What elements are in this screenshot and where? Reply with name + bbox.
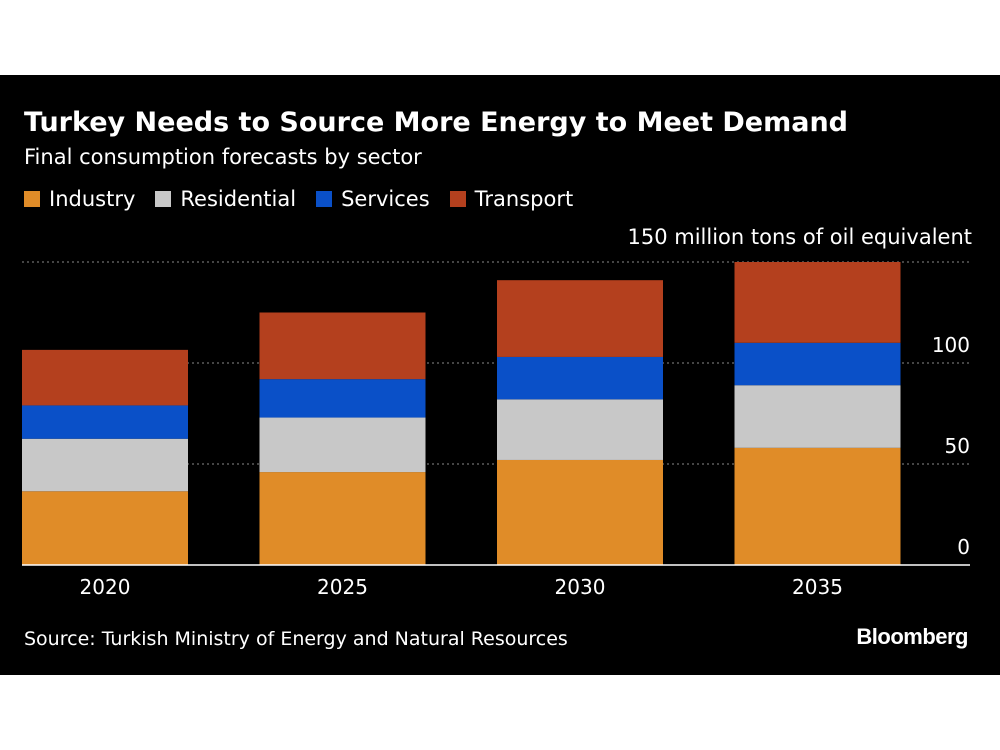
bar-2030-transport xyxy=(497,280,663,357)
legend-label-transport: Transport xyxy=(474,187,574,211)
bar-2025-transport xyxy=(259,312,426,380)
bar-2025-industry xyxy=(259,472,426,565)
x-tick-label-2030: 2030 xyxy=(555,575,606,599)
legend-label-services: Services xyxy=(341,187,430,211)
y-tick-label-100: 100 xyxy=(932,333,970,357)
chart-legend: Industry Residential Services Transport xyxy=(24,187,593,211)
bloomberg-logo: Bloomberg xyxy=(856,624,968,649)
bar-2030-residential xyxy=(497,399,663,460)
x-tick-label-2020: 2020 xyxy=(80,575,131,599)
legend-item-transport: Transport xyxy=(449,187,574,211)
bar-2020-residential xyxy=(22,438,188,492)
legend-swatch-transport xyxy=(449,191,466,207)
legend-label-residential: Residential xyxy=(180,187,297,211)
legend-swatch-industry xyxy=(24,191,40,207)
bar-2020-transport xyxy=(22,349,188,406)
y-tick-label-50: 50 xyxy=(945,434,970,458)
y-tick-label-0: 0 xyxy=(957,535,970,559)
bar-2025-services xyxy=(259,379,426,418)
x-tick-label-2035: 2035 xyxy=(792,575,843,599)
legend-swatch-services xyxy=(316,191,333,207)
legend-item-services: Services xyxy=(316,187,430,211)
y-axis-unit-label: 150 million tons of oil equivalent xyxy=(627,225,973,249)
source-note: Source: Turkish Ministry of Energy and N… xyxy=(24,628,568,650)
x-tick-label-2025: 2025 xyxy=(317,575,368,599)
chart-title: Turkey Needs to Source More Energy to Me… xyxy=(24,107,849,138)
legend-swatch-residential xyxy=(155,191,172,207)
bar-2035-services xyxy=(734,342,901,386)
bar-2030-services xyxy=(497,356,663,400)
bar-2020-industry xyxy=(22,491,188,565)
bar-2035-residential xyxy=(734,385,901,448)
chart-subtitle: Final consumption forecasts by sector xyxy=(24,145,422,169)
legend-item-industry: Industry xyxy=(24,187,135,211)
bar-2030-industry xyxy=(497,459,663,565)
bar-2035-transport xyxy=(734,262,901,343)
legend-label-industry: Industry xyxy=(49,187,136,211)
bar-2035-industry xyxy=(734,447,901,565)
bar-2020-services xyxy=(22,405,188,439)
legend-item-residential: Residential xyxy=(155,187,296,211)
bar-2025-residential xyxy=(259,417,426,473)
